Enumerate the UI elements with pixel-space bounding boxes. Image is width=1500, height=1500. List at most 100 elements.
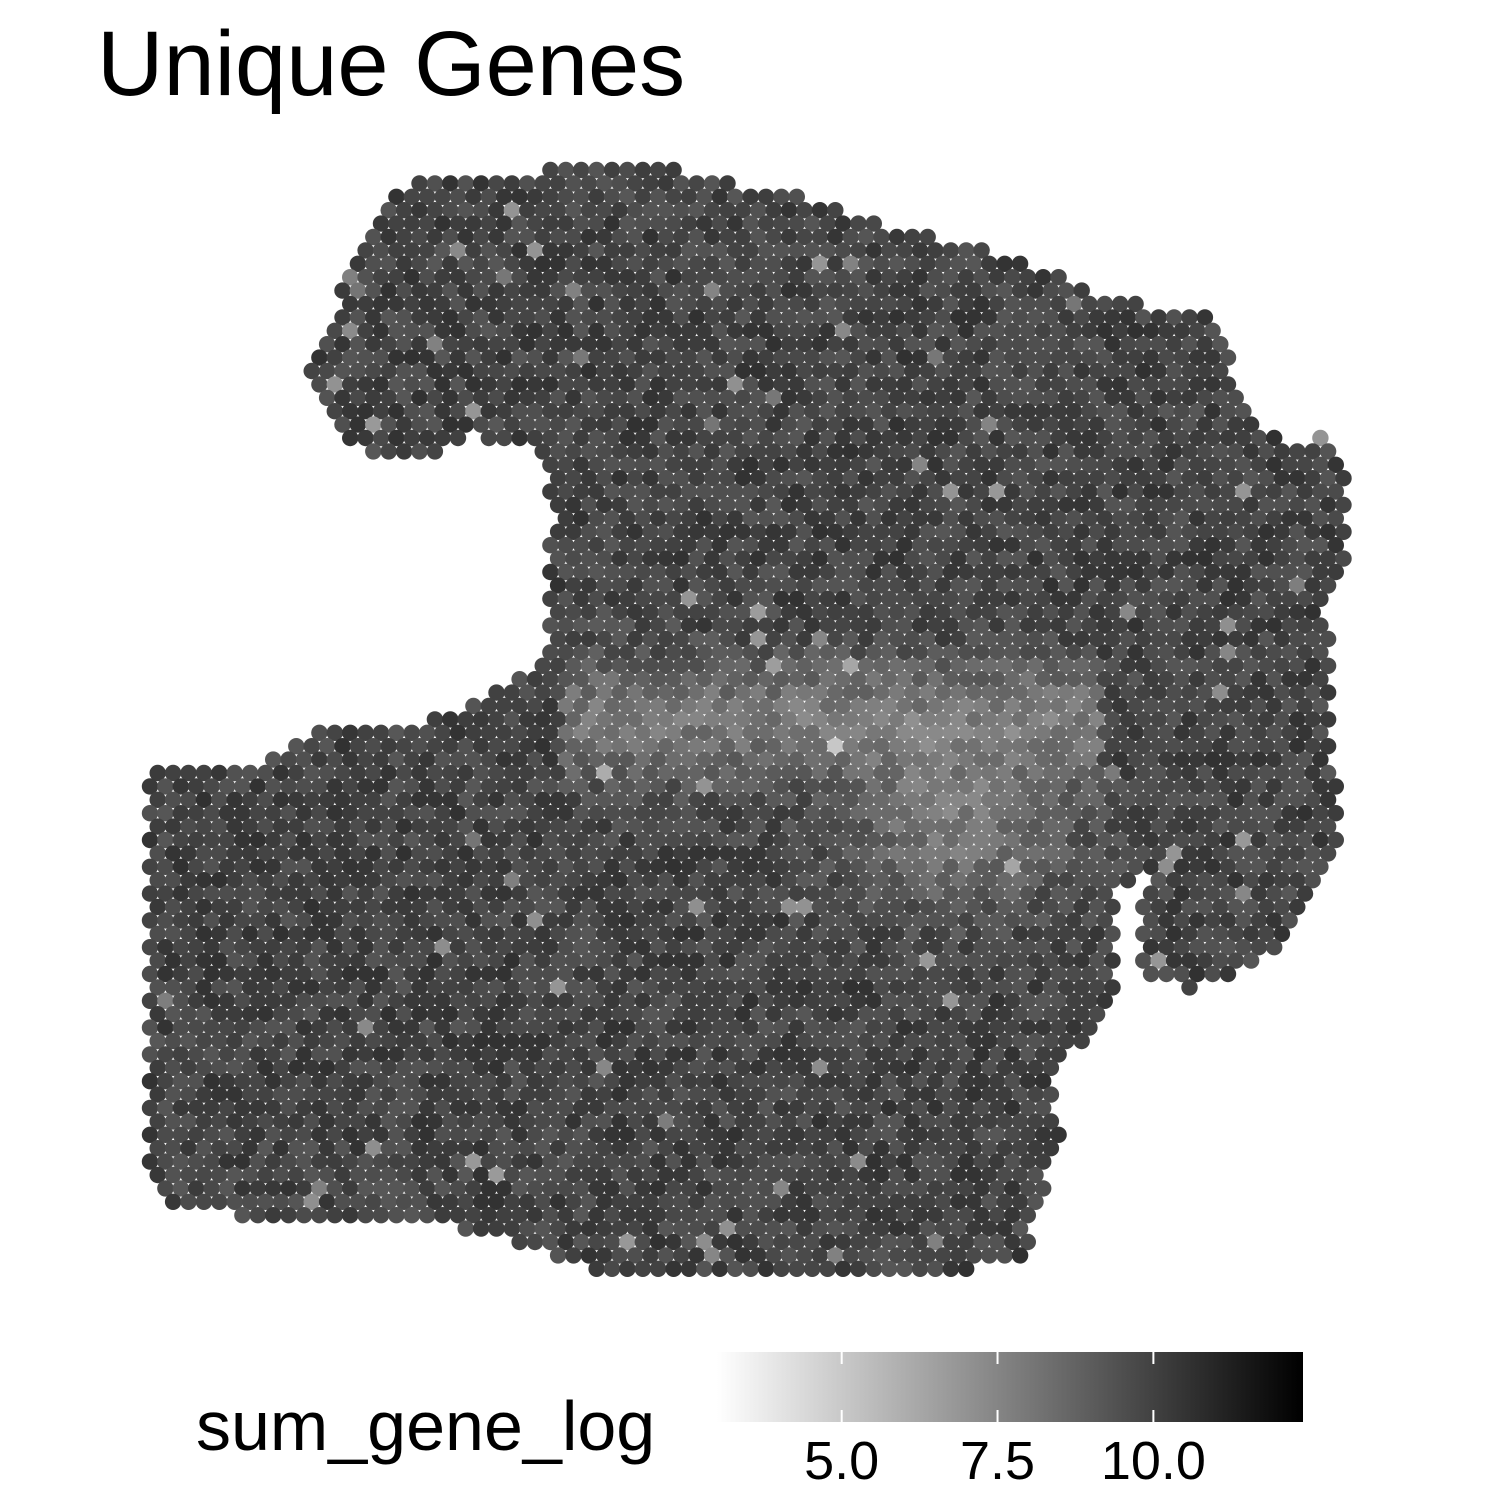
spot-271 xyxy=(788,269,805,286)
spot-1075 xyxy=(1050,456,1067,473)
spot-3053 xyxy=(1204,885,1221,902)
spot-3615 xyxy=(1050,992,1067,1009)
spot-4107 xyxy=(257,1113,274,1130)
spot-3439 xyxy=(388,965,405,983)
spot-624 xyxy=(303,362,320,380)
spot-1351 xyxy=(1319,523,1337,540)
spot-4051 xyxy=(295,1099,313,1117)
spot-222 xyxy=(719,255,736,272)
spot-4643 xyxy=(703,1247,721,1264)
spot-2415 xyxy=(850,778,867,795)
spot-2166 xyxy=(457,738,474,755)
spot-3937 xyxy=(357,1073,374,1090)
spot-2232 xyxy=(403,751,420,768)
spot-2233 xyxy=(419,751,436,768)
spot-4139 xyxy=(750,1113,767,1130)
spot-1722 xyxy=(703,630,721,648)
spot-3337 xyxy=(1019,939,1036,956)
spot-1459 xyxy=(573,563,590,581)
spot-1506 xyxy=(1296,563,1314,581)
spot-1251 xyxy=(573,510,590,527)
spot-1640 xyxy=(996,604,1013,621)
spot-1019 xyxy=(981,443,998,460)
spot-609 xyxy=(1004,349,1021,366)
spot-3184 xyxy=(911,912,929,929)
spot-665 xyxy=(934,362,952,380)
spot-1140 xyxy=(1258,470,1275,487)
spot-3201 xyxy=(1204,912,1221,929)
spot-3692 xyxy=(311,1019,328,1036)
spot-39 xyxy=(526,188,544,205)
spot-4193 xyxy=(665,1126,682,1144)
spot-2493 xyxy=(857,791,875,808)
spot-3063 xyxy=(195,898,213,916)
spot-1478 xyxy=(865,563,882,581)
spot-3384 xyxy=(642,952,659,969)
spot-4161 xyxy=(172,1126,189,1144)
spot-2472 xyxy=(534,791,551,808)
spot-2000 xyxy=(865,697,882,715)
spot-2024 xyxy=(1235,697,1252,715)
spot-1128 xyxy=(1073,470,1090,487)
spot-3230 xyxy=(503,925,521,942)
spot-4394 xyxy=(1027,1166,1044,1184)
spot-1490 xyxy=(1050,563,1067,581)
spot-192 xyxy=(896,242,913,259)
spot-1520 xyxy=(719,577,736,594)
spot-4157 xyxy=(1027,1113,1044,1130)
spot-1097 xyxy=(596,470,613,487)
spot-1954 xyxy=(1027,684,1044,701)
spot-3350 xyxy=(1250,939,1268,956)
spot-4279 xyxy=(157,1153,174,1170)
spot-3750 xyxy=(257,1032,274,1050)
spot-1017 xyxy=(950,443,967,460)
spot-249 xyxy=(449,269,467,286)
spot-2623 xyxy=(472,818,490,835)
spot-270 xyxy=(773,269,790,286)
spot-2770 xyxy=(349,845,367,862)
spot-1070 xyxy=(973,456,990,473)
spot-3611 xyxy=(988,992,1006,1009)
spot-233 xyxy=(888,255,906,272)
spot-4614 xyxy=(742,1233,759,1251)
spot-1879 xyxy=(711,671,728,688)
spot-1915 xyxy=(1266,671,1283,688)
spot-3478 xyxy=(988,965,1006,983)
spot-3123 xyxy=(1135,898,1152,916)
spot-2628 xyxy=(549,818,567,835)
spot-530 xyxy=(703,336,721,353)
spot-1446 xyxy=(1181,550,1198,567)
spot-2982 xyxy=(1258,872,1275,889)
spot-2906 xyxy=(1250,858,1268,875)
spot-4345 xyxy=(272,1166,290,1184)
spot-1877 xyxy=(680,671,698,688)
spot-637 xyxy=(503,362,521,380)
spot-4268 xyxy=(904,1140,921,1157)
spot-2001 xyxy=(881,697,898,715)
spot-2837 xyxy=(188,858,205,875)
spot-4635 xyxy=(580,1247,598,1264)
spot-2812 xyxy=(996,845,1013,862)
spot-3421 xyxy=(1227,952,1244,969)
spot-1089 xyxy=(1266,456,1283,473)
spot-392 xyxy=(365,309,382,326)
spot-2377 xyxy=(265,778,282,795)
spot-4494 xyxy=(796,1193,813,1211)
spot-1615 xyxy=(611,604,628,621)
spot-1891 xyxy=(896,671,913,688)
spot-894 xyxy=(796,416,813,433)
spot-1368 xyxy=(773,537,790,554)
spot-2526 xyxy=(172,805,189,822)
spot-3081 xyxy=(472,898,490,916)
spot-448 xyxy=(342,322,359,339)
spot-1535 xyxy=(950,577,967,594)
spot-3920 xyxy=(1011,1059,1029,1077)
spot-4183 xyxy=(511,1126,528,1144)
spot-538 xyxy=(827,336,844,353)
spot-806 xyxy=(357,403,374,420)
spot-3416 xyxy=(1150,952,1167,969)
spot-2973 xyxy=(1104,872,1121,889)
spot-2034 xyxy=(488,711,505,728)
spot-655 xyxy=(780,362,798,380)
spot-2207 xyxy=(1088,738,1106,755)
